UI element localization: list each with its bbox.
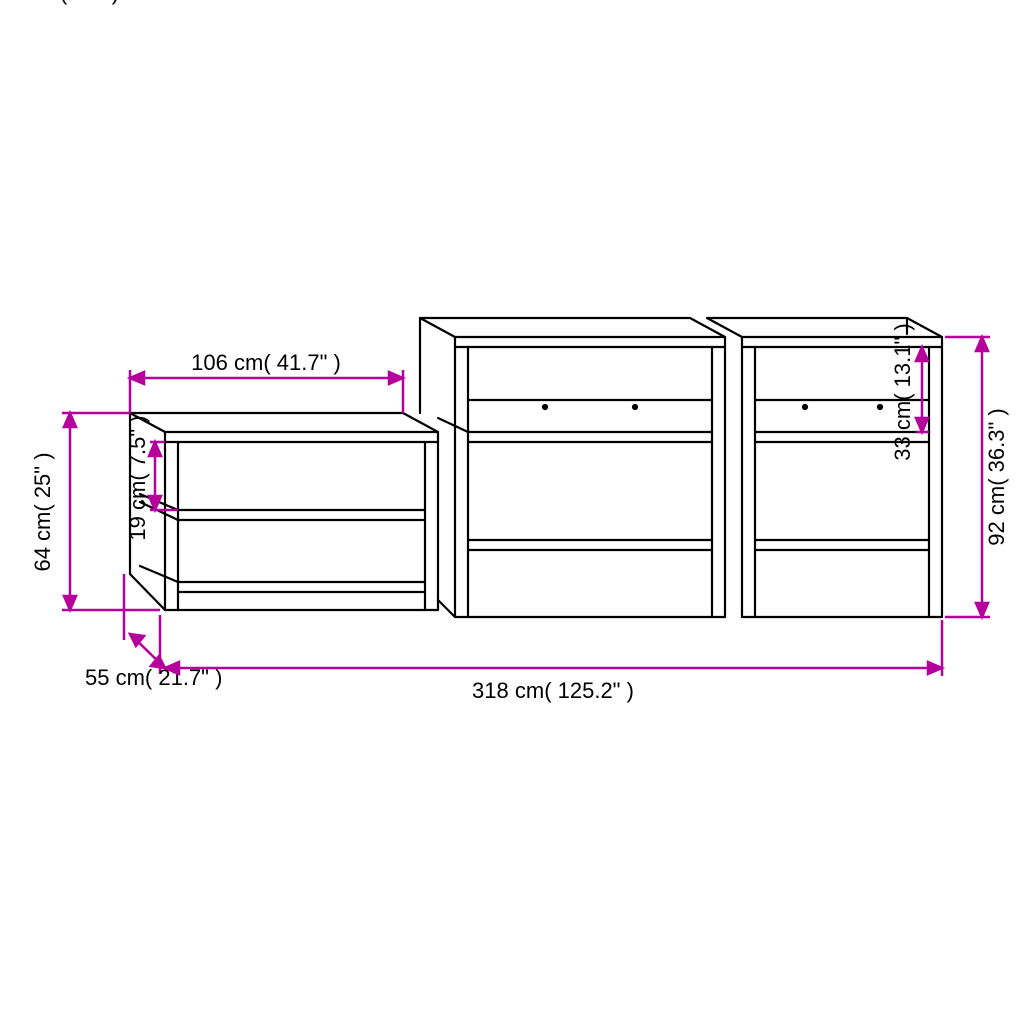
dim-left-height: 64 cm( 25" )	[0, 0, 119, 5]
dimension-drawing: 106 cm( 41.7" ) 64 cm( 25" ) 64 cm( 25" …	[0, 0, 1024, 1024]
dim-shelf-gap: 19 cm( 7.5" )	[125, 415, 150, 540]
dimension-lines: 106 cm( 41.7" ) 64 cm( 25" ) 64 cm( 25" …	[0, 0, 1009, 703]
dim-tall-shelf: 33 cm( 13.1" )	[890, 323, 915, 460]
dim-total-width: 318 cm( 125.2" )	[472, 678, 634, 703]
dim-left-height-label: 64 cm( 25" )	[30, 452, 55, 571]
dim-top-width: 106 cm( 41.7" )	[191, 350, 341, 375]
dim-right-height: 92 cm( 36.3" )	[984, 408, 1009, 545]
